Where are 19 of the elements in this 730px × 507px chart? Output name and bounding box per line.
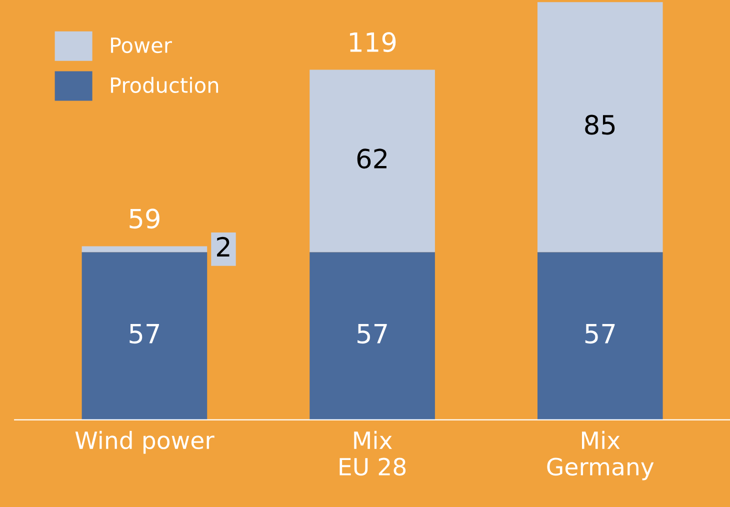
total-label: 59 (130, 208, 160, 229)
data-label: 57 (358, 324, 387, 344)
x-tick-label: Mix Germany (547, 430, 654, 480)
bar (82, 246, 208, 252)
bar (82, 252, 208, 420)
bar (310, 70, 435, 252)
x-tick-label: Mix EU 28 (340, 430, 406, 476)
x-tick-label: Wind power (75, 430, 214, 454)
bar (537, 252, 663, 420)
bar (310, 252, 435, 420)
data-label: 85 (585, 114, 615, 135)
total-label: 119 (350, 32, 396, 52)
data-label: 2 (217, 236, 230, 256)
bar (537, 2, 663, 252)
legend-label: Production (111, 76, 218, 93)
data-label: 57 (585, 324, 615, 344)
legend-label: Power (111, 38, 172, 54)
data-label: 57 (130, 324, 159, 344)
data-label: 62 (357, 148, 386, 169)
